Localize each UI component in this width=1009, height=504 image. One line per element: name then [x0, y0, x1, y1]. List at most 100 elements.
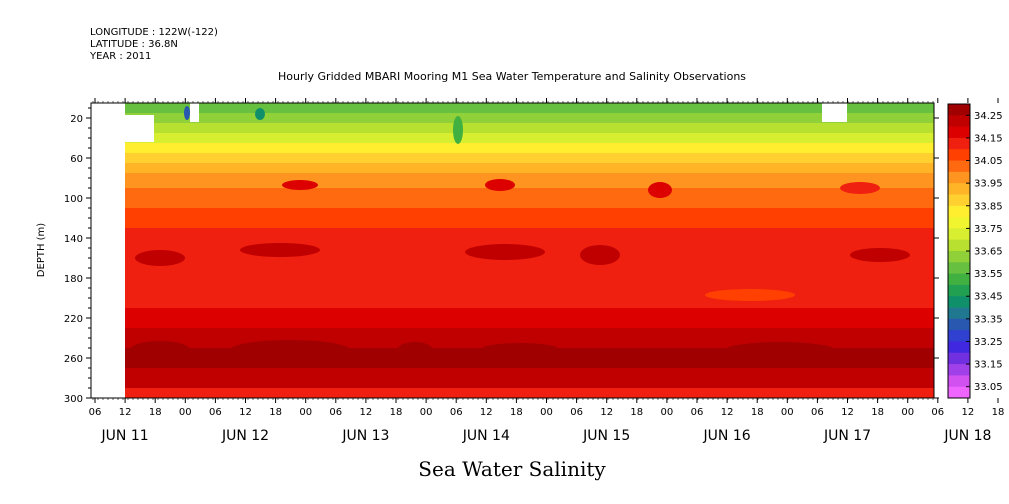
- colorbar-label: 34.05: [974, 156, 1003, 167]
- x-tick-label: 06: [209, 407, 222, 418]
- x-day-label: JUN 11: [101, 428, 149, 444]
- colorbar-swatch: [948, 149, 970, 161]
- colorbar-label: 33.25: [974, 337, 1003, 348]
- colorbar-swatch: [948, 341, 970, 354]
- colorbar-label: 33.45: [974, 292, 1003, 303]
- colorbar-swatch: [948, 307, 970, 320]
- x-tick-label: 00: [540, 407, 553, 418]
- missing-data-left: [91, 103, 125, 398]
- x-tick-label: 06: [89, 407, 102, 418]
- anomaly-blob: [240, 243, 320, 257]
- x-tick-label: 06: [450, 407, 463, 418]
- missing-data-gap: [190, 103, 199, 122]
- x-tick-label: 00: [901, 407, 914, 418]
- anomaly-blob: [725, 342, 835, 358]
- x-day-label: JUN 17: [823, 428, 871, 444]
- x-tick-label: 18: [630, 407, 643, 418]
- colorbar-swatch: [948, 352, 970, 365]
- year-label: YEAR : 2011: [89, 51, 151, 62]
- colorbar-label: 33.65: [974, 247, 1003, 258]
- salinity-band: [91, 188, 934, 209]
- colorbar-swatch: [948, 104, 970, 116]
- colorbar-swatch: [948, 284, 970, 297]
- y-tick-label: 260: [64, 354, 83, 365]
- x-tick-label: 12: [721, 407, 734, 418]
- salinity-band: [91, 153, 934, 164]
- colorbar-label: 33.55: [974, 269, 1003, 280]
- salinity-band: [91, 123, 934, 134]
- colorbar-label: 33.85: [974, 201, 1003, 212]
- colorbar-label: 33.75: [974, 224, 1003, 235]
- salinity-band: [91, 308, 934, 329]
- anomaly-blob: [135, 250, 185, 266]
- anomaly-blob: [648, 182, 672, 198]
- x-day-label: JUN 18: [943, 428, 991, 444]
- colorbar: 34.25 34.15 34.05 33.95 33.85 33.75 33.65 33.55…: [947, 103, 1003, 399]
- colorbar-swatch: [948, 115, 970, 128]
- x-tick-label: 00: [420, 407, 433, 418]
- x-tick-label: 00: [299, 407, 312, 418]
- anomaly-blob: [282, 180, 318, 190]
- anomaly-blob: [850, 248, 910, 262]
- colorbar-swatch: [948, 137, 970, 150]
- colorbar-label: 33.05: [974, 382, 1003, 393]
- longitude-label: LONGITUDE : 122W(-122): [90, 27, 218, 38]
- x-tick-label: 18: [269, 407, 282, 418]
- x-tick-label: 12: [480, 407, 493, 418]
- x-tick-label: 18: [871, 407, 884, 418]
- anomaly-blob: [580, 245, 620, 265]
- x-tick-label: 06: [811, 407, 824, 418]
- y-axis-label: DEPTH (m): [36, 223, 47, 277]
- colorbar-swatch: [948, 171, 970, 184]
- x-tick-label: 00: [781, 407, 794, 418]
- chart-title: Hourly Gridded MBARI Mooring M1 Sea Wate…: [278, 70, 746, 83]
- salinity-band: [91, 268, 934, 289]
- anomaly-blob: [184, 106, 190, 120]
- x-tick-label: 18: [751, 407, 764, 418]
- colorbar-label: 34.25: [974, 111, 1003, 122]
- plot-frame: [90, 102, 935, 399]
- x-tick-label: 18: [149, 407, 162, 418]
- anomaly-blob: [453, 116, 463, 144]
- colorbar-swatch: [948, 375, 970, 388]
- x-tick-label: 06: [931, 407, 944, 418]
- salinity-band: [91, 163, 934, 174]
- missing-data-gap: [822, 103, 847, 122]
- latitude-label: LATITUDE : 36.8N: [90, 39, 178, 50]
- x-tick-label: 00: [661, 407, 674, 418]
- x-day-label: JUN 13: [341, 428, 389, 444]
- x-axis: 06 12 18 00 06 12 18 00 06 12 18 00 06 12 18 00 06 12 18 00…: [89, 98, 1005, 444]
- colorbar-label: 33.95: [974, 179, 1003, 190]
- x-tick-label: 12: [962, 407, 975, 418]
- colorbar-label: 34.15: [974, 133, 1003, 144]
- salinity-band: [91, 368, 934, 389]
- colorbar-swatch: [948, 251, 970, 263]
- x-tick-label: 12: [841, 407, 854, 418]
- x-tick-label: 06: [570, 407, 583, 418]
- anomaly-blob: [705, 289, 795, 301]
- x-tick-label: 18: [510, 407, 523, 418]
- colorbar-swatch: [948, 183, 970, 195]
- anomaly-blob: [480, 343, 560, 357]
- salinity-band: [91, 133, 934, 144]
- x-tick-label: 06: [329, 407, 342, 418]
- x-tick-label: 12: [239, 407, 252, 418]
- colorbar-swatch: [948, 205, 970, 218]
- x-day-label: JUN 15: [582, 428, 630, 444]
- salinity-band: [91, 113, 934, 124]
- colorbar-label: 33.35: [974, 314, 1003, 325]
- anomaly-blob: [840, 182, 880, 194]
- colorbar-swatch: [948, 364, 970, 376]
- y-tick-label: 100: [64, 194, 83, 205]
- colorbar-swatch: [948, 194, 970, 207]
- salinity-band: [91, 208, 934, 229]
- colorbar-swatch: [948, 318, 970, 331]
- colorbar-swatch: [948, 228, 970, 241]
- x-tick-label: 12: [360, 407, 373, 418]
- salinity-band: [91, 288, 934, 309]
- colorbar-swatch: [948, 239, 970, 252]
- salinity-band: [91, 388, 934, 399]
- y-tick-label: 300: [64, 394, 83, 405]
- x-tick-label: 06: [691, 407, 704, 418]
- x-tick-label: 18: [992, 407, 1005, 418]
